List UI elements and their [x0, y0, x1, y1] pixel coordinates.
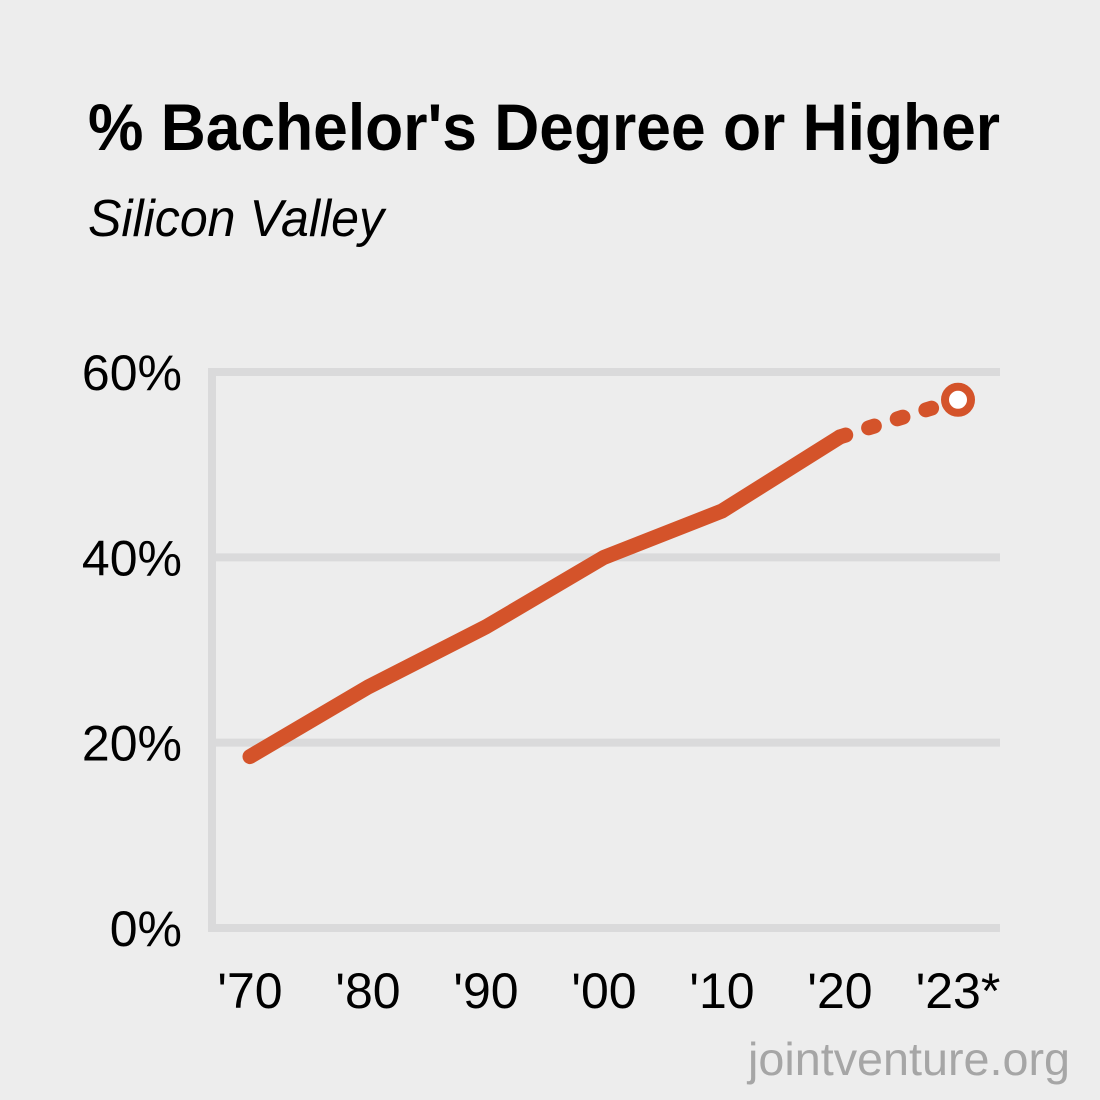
y-tick-label-1: 20% [82, 716, 182, 772]
data-series [242, 382, 975, 765]
series-0-projection-line [832, 397, 948, 445]
y-tick-label-2: 40% [82, 530, 182, 586]
y-tick-labels: 0% 20% 40% 60% [82, 345, 182, 957]
x-tick-label-4: '10 [689, 963, 754, 1019]
x-tick-labels: '70 '80 '90 '00 '10 '20 '23* [217, 963, 1000, 1019]
x-tick-label-1: '80 [335, 963, 400, 1019]
series-0-line [242, 429, 848, 765]
y-tick-label-0: 0% [110, 901, 182, 957]
x-tick-label-2: '90 [453, 963, 518, 1019]
x-tick-label-3: '00 [571, 963, 636, 1019]
source-label: jointventure.org [746, 1033, 1070, 1085]
x-tick-label-5: '20 [807, 963, 872, 1019]
chart-subtitle: Silicon Valley [88, 190, 387, 248]
grid-lines [208, 368, 1000, 932]
series-0-end-point [941, 382, 975, 417]
x-tick-label-0: '70 [217, 963, 282, 1019]
chart-title: % Bachelor's Degree or Higher [88, 90, 1000, 164]
x-tick-label-6: '23* [916, 963, 1001, 1019]
y-tick-label-3: 60% [82, 345, 182, 401]
